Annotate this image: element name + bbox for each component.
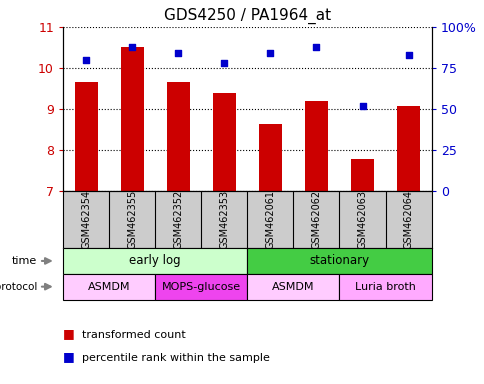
Bar bbox=[304, 101, 327, 192]
Text: GSM462061: GSM462061 bbox=[265, 190, 275, 249]
Bar bbox=[75, 83, 97, 192]
Point bbox=[128, 43, 136, 50]
Text: GSM462062: GSM462062 bbox=[311, 190, 321, 249]
Bar bbox=[63, 274, 155, 300]
Text: MOPS-glucose: MOPS-glucose bbox=[161, 281, 241, 292]
Bar bbox=[258, 124, 281, 192]
Text: early log: early log bbox=[129, 255, 181, 267]
Text: GSM462354: GSM462354 bbox=[81, 190, 91, 249]
Text: GSM462352: GSM462352 bbox=[173, 190, 183, 250]
Bar bbox=[166, 82, 189, 192]
Bar bbox=[396, 106, 419, 192]
Bar bbox=[339, 274, 431, 300]
Text: transformed count: transformed count bbox=[82, 330, 186, 340]
Text: ■: ■ bbox=[63, 350, 75, 363]
Text: stationary: stationary bbox=[309, 255, 369, 267]
Bar bbox=[155, 274, 247, 300]
Text: ■: ■ bbox=[63, 327, 75, 340]
Text: time: time bbox=[12, 256, 37, 266]
Text: GSM462063: GSM462063 bbox=[357, 190, 367, 249]
Point bbox=[82, 57, 90, 63]
Text: percentile rank within the sample: percentile rank within the sample bbox=[82, 353, 270, 363]
Bar bbox=[350, 159, 373, 192]
Bar bbox=[247, 248, 431, 274]
Point bbox=[174, 50, 182, 56]
Point bbox=[358, 103, 366, 109]
Point bbox=[266, 50, 274, 56]
Text: GSM462353: GSM462353 bbox=[219, 190, 229, 249]
Point bbox=[312, 43, 319, 50]
Point bbox=[220, 60, 228, 66]
Text: ASMDM: ASMDM bbox=[272, 281, 314, 292]
Bar bbox=[63, 248, 247, 274]
Text: growth protocol: growth protocol bbox=[0, 281, 37, 292]
Text: GSM462355: GSM462355 bbox=[127, 190, 137, 250]
Text: Luria broth: Luria broth bbox=[354, 281, 415, 292]
Point bbox=[404, 52, 411, 58]
Bar bbox=[212, 93, 235, 192]
Bar bbox=[247, 274, 339, 300]
Text: ASMDM: ASMDM bbox=[88, 281, 130, 292]
Text: GSM462064: GSM462064 bbox=[403, 190, 413, 249]
Title: GDS4250 / PA1964_at: GDS4250 / PA1964_at bbox=[164, 8, 330, 24]
Bar bbox=[121, 48, 143, 192]
